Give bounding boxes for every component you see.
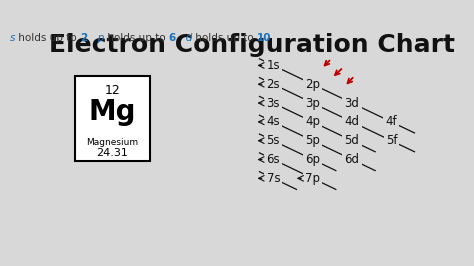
Text: Magnesium: Magnesium (86, 138, 138, 147)
Text: 3p: 3p (305, 97, 320, 110)
Text: s: s (10, 33, 15, 43)
Text: 2s: 2s (266, 78, 280, 91)
Text: d: d (176, 33, 192, 43)
Text: 3s: 3s (266, 97, 280, 110)
Text: 4f: 4f (385, 115, 397, 128)
Text: holds up to: holds up to (104, 33, 169, 43)
Text: 6p: 6p (305, 153, 320, 166)
Text: Electron Configuration Chart: Electron Configuration Chart (49, 33, 455, 57)
Text: 7s: 7s (266, 172, 280, 185)
Text: 4d: 4d (345, 115, 360, 128)
Text: 7p: 7p (305, 172, 320, 185)
Text: 2p: 2p (305, 78, 320, 91)
Text: 3d: 3d (345, 97, 359, 110)
Text: 5s: 5s (266, 134, 280, 147)
Text: 4s: 4s (266, 115, 280, 128)
Text: 6s: 6s (266, 153, 280, 166)
Text: 1s: 1s (266, 59, 280, 72)
Text: Mg: Mg (89, 98, 137, 126)
Text: holds up to: holds up to (15, 33, 80, 43)
Bar (75, 76, 150, 161)
Text: 2: 2 (80, 33, 88, 43)
Text: 24.31: 24.31 (97, 148, 128, 158)
Text: 6d: 6d (345, 153, 360, 166)
Text: 6: 6 (169, 33, 176, 43)
Text: 5f: 5f (386, 134, 397, 147)
Text: 5p: 5p (305, 134, 320, 147)
Text: 10: 10 (257, 33, 272, 43)
Text: 4p: 4p (305, 115, 320, 128)
Text: holds up to: holds up to (192, 33, 257, 43)
Text: 12: 12 (105, 84, 120, 97)
Text: p: p (88, 33, 104, 43)
Text: 5d: 5d (345, 134, 359, 147)
